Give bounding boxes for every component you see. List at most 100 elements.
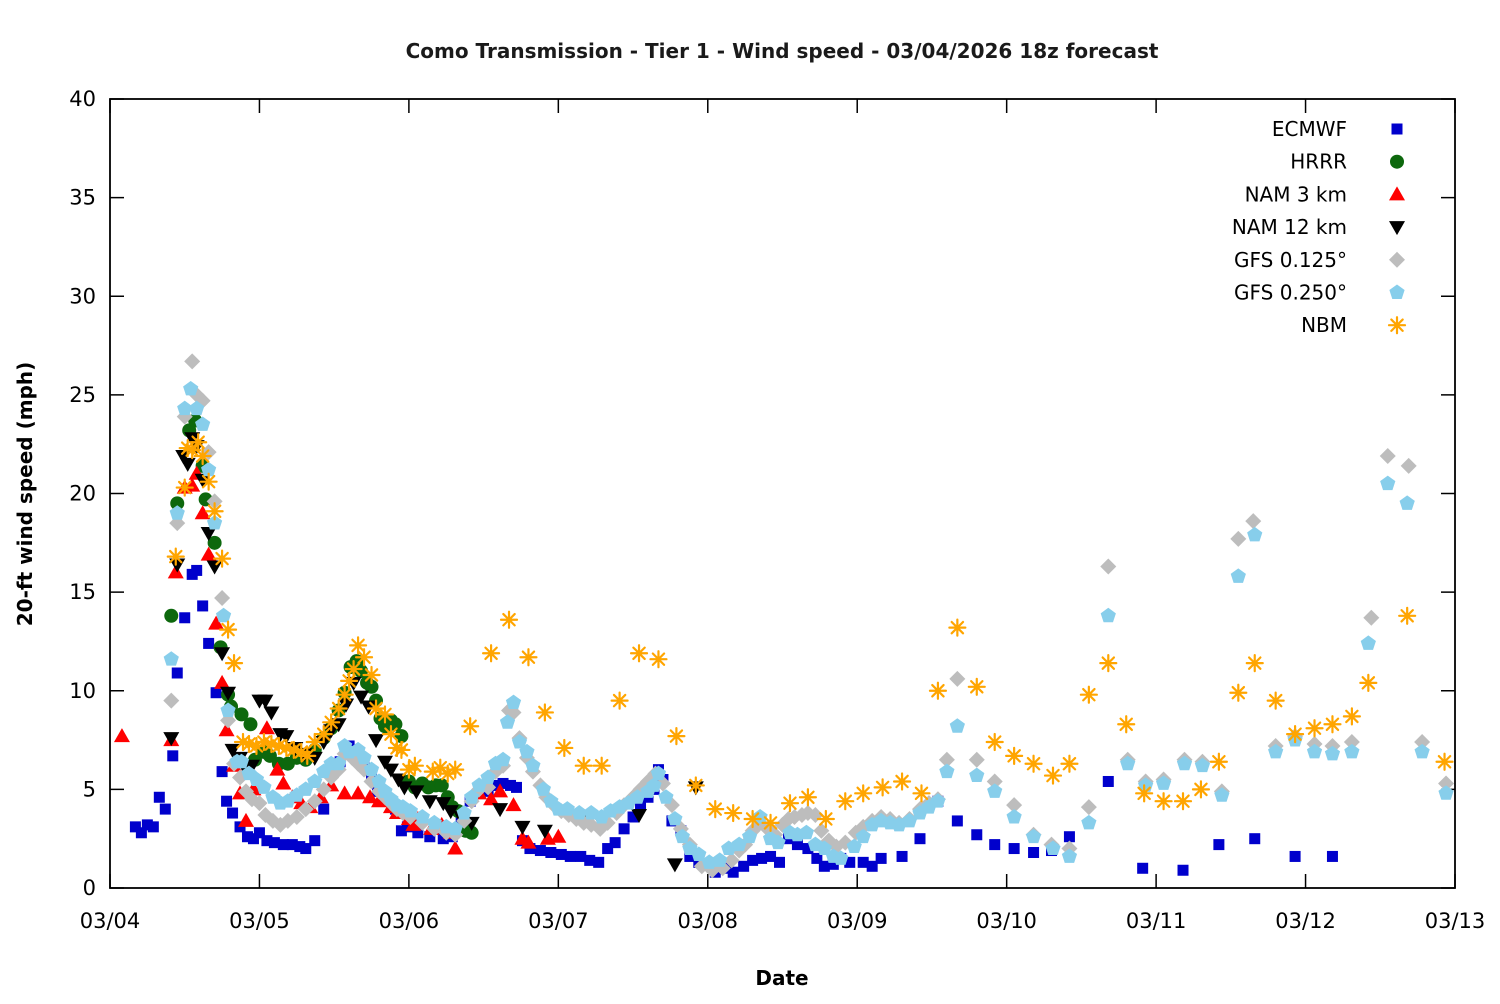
data-point-pentagon (846, 838, 862, 854)
data-point-asterisk (366, 699, 386, 718)
data-point-square (1028, 846, 1040, 858)
data-point-diamond (288, 808, 305, 825)
data-point-pentagon (1045, 840, 1061, 856)
legend-item-hrrr: HRRR (1290, 150, 1404, 174)
data-point-square (791, 839, 803, 851)
data-point-asterisk (262, 734, 281, 754)
data-point-diamond (1080, 799, 1097, 816)
data-point-asterisk (381, 725, 401, 744)
data-point-asterisk (178, 439, 197, 458)
data-point-asterisk (329, 699, 348, 718)
legend-label: GFS 0.250° (1234, 281, 1347, 305)
data-point-asterisk (1117, 715, 1136, 734)
data-point-circle (434, 778, 449, 793)
data-point-asterisk (340, 671, 359, 690)
data-point-asterisk (348, 636, 368, 655)
data-point-square (747, 854, 759, 866)
data-point-diamond (214, 590, 231, 607)
data-point-pentagon (464, 789, 480, 804)
data-point-asterisk (574, 756, 593, 775)
data-point-asterisk (798, 788, 818, 807)
data-point-square (866, 860, 878, 872)
data-point-circle (234, 707, 249, 722)
data-point-square (167, 750, 179, 762)
data-point-asterisk (985, 732, 1004, 752)
data-point-square (424, 831, 436, 843)
data-point-pentagon (646, 777, 662, 792)
data-point-asterisk (1191, 780, 1211, 799)
data-point-circle (243, 717, 258, 732)
data-point-pentagon (183, 380, 199, 396)
data-point-diamond (1343, 734, 1360, 751)
data-point-triangle-down (263, 706, 280, 721)
data-point-triangle-down (353, 690, 370, 705)
data-point-square (1102, 775, 1114, 787)
data-point-asterisk (354, 648, 374, 667)
x-tick-label: 03/09 (827, 909, 888, 933)
data-point-square (555, 848, 567, 860)
data-point-triangle-up (492, 783, 509, 798)
data-point-square (497, 777, 509, 789)
data-point-square (627, 811, 639, 823)
data-point-pentagon (1306, 743, 1323, 759)
data-point-asterisk (1387, 316, 1407, 335)
data-point-pentagon (414, 808, 430, 824)
data-point-asterisk (335, 685, 354, 704)
data-point-pentagon (1438, 785, 1454, 800)
data-point-triangle-up (1389, 186, 1405, 201)
data-point-square (135, 827, 147, 839)
data-point-pentagon (1230, 568, 1246, 583)
y-tick-label: 20 (69, 482, 96, 506)
data-point-square (1249, 833, 1261, 845)
data-point-pentagon (447, 820, 463, 836)
data-point-diamond (1438, 775, 1455, 792)
data-point-asterisk (948, 618, 967, 637)
data-point-square (756, 852, 768, 864)
data-point-pentagon (650, 765, 667, 781)
data-point-triangle-up (208, 615, 225, 630)
data-point-asterisk (193, 446, 212, 466)
data-point-pentagon (519, 743, 535, 759)
data-point-asterisk (1024, 754, 1043, 773)
y-tick-label: 0 (83, 876, 96, 900)
data-point-triangle-down (184, 432, 201, 447)
data-point-asterisk (912, 784, 931, 803)
data-point-square (253, 827, 265, 839)
data-point-square (564, 850, 576, 862)
data-point-triangle-down (220, 686, 237, 701)
data-point-pentagon (1360, 635, 1376, 650)
data-point-pentagon (833, 850, 849, 865)
data-point-square (545, 846, 557, 858)
data-point-asterisk (298, 746, 317, 765)
data-point-asterisk (1079, 685, 1098, 704)
legend-label: GFS 0.125° (1234, 248, 1347, 272)
data-point-pentagon (969, 767, 985, 783)
data-point-triangle-down (200, 526, 217, 541)
data-point-triangle-down (390, 773, 407, 788)
data-point-triangle-down (368, 734, 385, 749)
data-point-asterisk (1005, 746, 1024, 765)
data-point-triangle-up (520, 834, 537, 849)
legend-item-gfs-0-250: GFS 0.250° (1234, 281, 1405, 305)
data-point-pentagon (629, 789, 646, 804)
data-point-asterisk (205, 502, 224, 521)
data-point-pentagon (712, 852, 728, 867)
data-point-square (395, 825, 407, 837)
data-point-asterisk (362, 665, 381, 685)
data-point-asterisk (461, 717, 480, 736)
data-point-asterisk (1060, 754, 1079, 773)
data-point-square (300, 843, 312, 855)
data-point-asterisk (405, 756, 424, 775)
data-point-pentagon (1061, 848, 1078, 863)
data-point-triangle-down (435, 797, 452, 812)
data-point-pentagon (195, 416, 211, 431)
y-tick-label: 40 (69, 87, 96, 111)
data-point-pentagon (1025, 828, 1042, 844)
y-tick-label: 5 (83, 777, 96, 801)
x-tick-label: 03/08 (678, 909, 739, 933)
data-point-asterisk (780, 794, 800, 813)
axes: 03/04 03/05 03/06 03/07 03/08 03/09 03/10 03/11… (69, 87, 1485, 933)
data-point-square (1137, 862, 1149, 874)
data-point-asterisk (344, 659, 363, 679)
data-point-asterisk (1359, 673, 1378, 692)
